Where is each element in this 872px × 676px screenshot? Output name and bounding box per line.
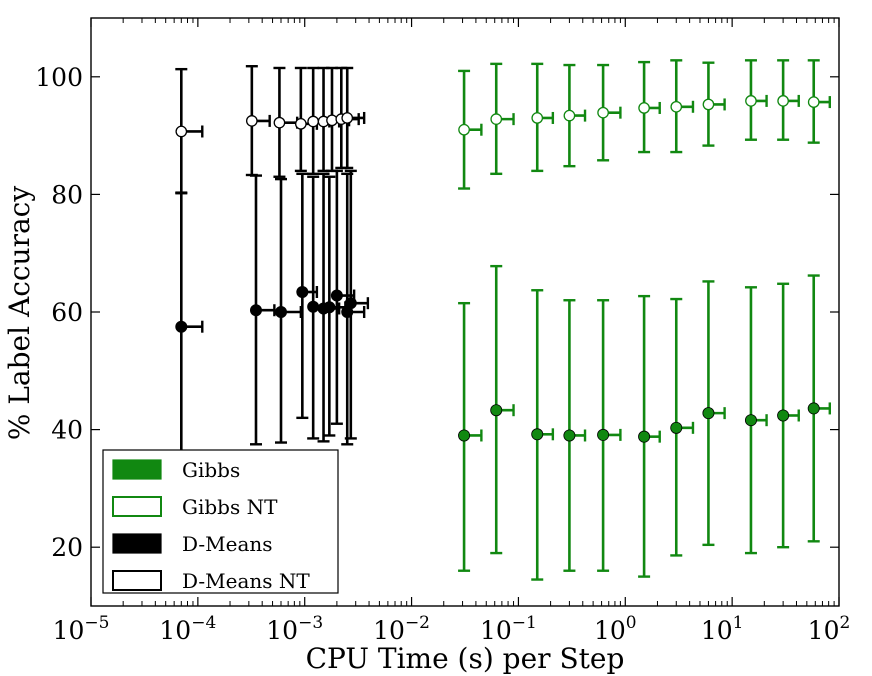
y-tick-label: 60 [51,298,83,327]
x-tick-label: 102 [808,613,851,645]
data-point [777,95,789,107]
data-point [341,112,354,124]
data-point [744,414,757,427]
x-tick-label: 10−1 [480,613,537,645]
data-point [702,407,715,420]
data-point [175,320,188,333]
series-d-means [175,169,370,467]
data-point [330,289,343,302]
data-point [563,429,576,442]
data-point [344,297,357,310]
x-tick-base: 10 [808,616,840,645]
x-tick-base: 10 [373,616,405,645]
data-point [670,421,683,434]
x-tick-base: 10 [266,616,298,645]
data-marks [175,59,831,581]
data-point [458,123,470,136]
legend-label: D-Means NT [182,569,310,593]
y-axis-label: % Label Accuracy [3,186,36,441]
plot-frame [90,17,840,607]
x-tick-base: 10 [480,616,512,645]
data-point [670,100,683,113]
x-tick-exponent: 0 [626,613,637,633]
data-point [702,98,715,111]
legend-swatch [112,496,162,517]
data-point [531,112,544,124]
x-tick-base: 10 [53,616,85,645]
x-tick-exponent: 1 [733,613,744,633]
data-point [531,428,544,441]
data-point [245,115,258,127]
data-point [563,109,576,122]
y-tick-label: 80 [51,180,83,209]
data-point [745,95,757,107]
data-point [273,116,286,129]
data-point [323,301,336,314]
x-tick-exponent: −3 [298,613,323,633]
legend: Gibbs Gibbs NT D-Means D-Means NT [102,449,339,594]
legend-label: Gibbs NT [182,495,278,519]
y-tick-label: 20 [51,533,83,562]
x-tick-label: 10−3 [266,613,323,645]
x-tick-label: 10−2 [373,613,430,645]
data-point [597,106,609,119]
data-point [249,304,262,317]
x-tick-label: 10−4 [159,613,216,645]
x-tick-exponent: −1 [512,613,537,633]
series-d-means-nt [175,65,366,194]
legend-swatch [112,570,162,591]
x-tick-base: 10 [701,616,733,645]
x-tick-label: 101 [701,613,744,645]
data-point [296,286,309,299]
data-point [307,300,320,313]
x-axis-label: CPU Time (s) per Step [306,642,625,675]
data-point [490,404,503,417]
axis-ticks [90,18,840,606]
data-point [490,113,503,125]
data-point [275,305,288,318]
data-point [638,430,651,443]
legend-label: Gibbs [182,458,240,482]
legend-swatch [112,459,162,480]
x-tick-exponent: −2 [405,613,430,633]
data-point [638,102,650,114]
x-tick-base: 10 [159,616,191,645]
y-tick-label: 100 [35,63,83,92]
x-tick-label: 10−5 [53,613,110,645]
data-point [807,96,820,108]
data-point [307,115,320,128]
x-tick-exponent: −4 [191,613,216,633]
y-tick-label: 40 [51,416,83,445]
x-tick-label: 100 [594,613,637,645]
data-point [807,402,820,415]
data-point [777,409,790,422]
data-point [175,125,188,138]
series-gibbs [458,264,831,581]
data-point [597,428,610,441]
x-tick-exponent: 2 [839,613,850,633]
data-point [458,429,471,442]
legend-label: D-Means [182,532,273,556]
series-gibbs-nt [458,59,831,190]
x-tick-exponent: −5 [84,613,109,633]
data-point [294,117,307,130]
x-tick-base: 10 [594,616,626,645]
legend-swatch [112,533,162,554]
